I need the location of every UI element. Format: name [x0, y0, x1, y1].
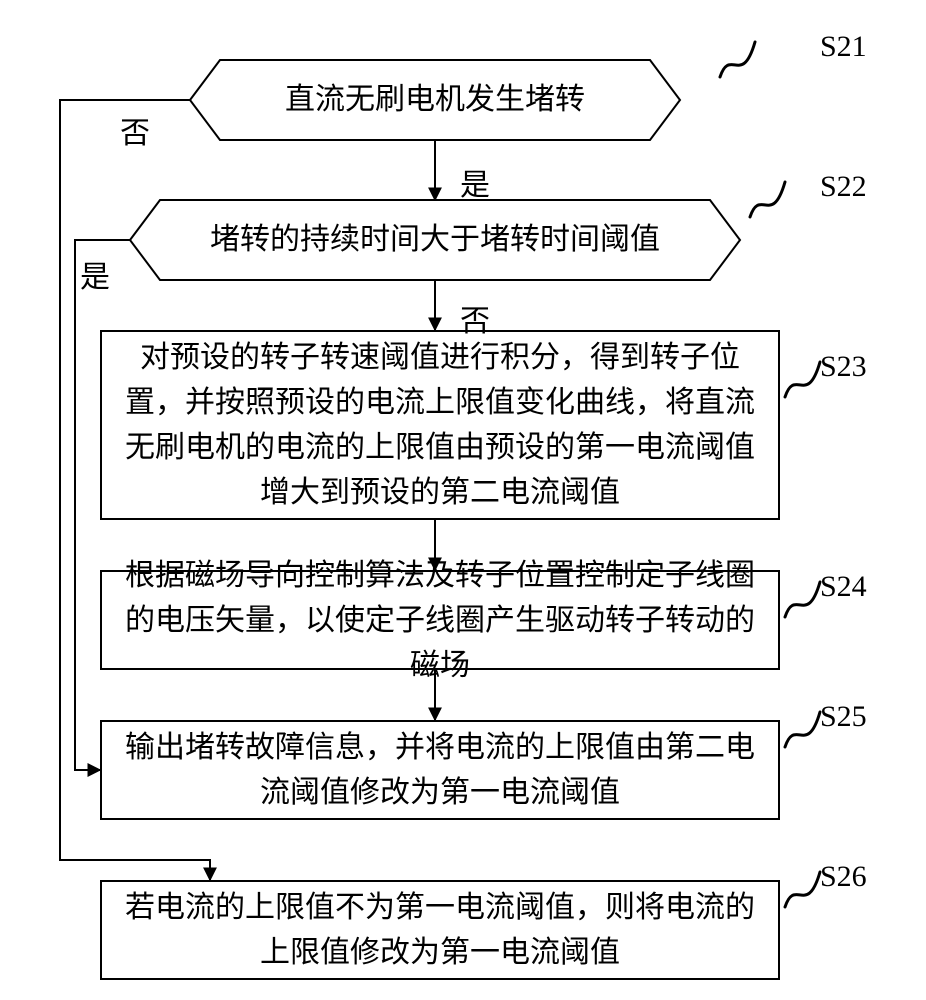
- decision-stall-detected-text: 直流无刷电机发生堵转: [190, 82, 680, 118]
- step-label-s26: S26: [820, 860, 867, 894]
- step-label-s22: S22: [820, 170, 867, 204]
- edge-label-no-1: 否: [120, 108, 150, 152]
- decision-stall-detected: 直流无刷电机发生堵转: [190, 60, 680, 140]
- step-label-s23: S23: [820, 350, 867, 384]
- process-s26-text: 若电流的上限值不为第一电流阈值，则将电流的上限值修改为第一电流阈值: [116, 885, 764, 975]
- process-s23-text: 对预设的转子转速阈值进行积分，得到转子位置，并按照预设的电流上限值变化曲线，将直…: [116, 335, 764, 515]
- edge-label-no-2: 否: [460, 296, 490, 340]
- process-s25-text: 输出堵转故障信息，并将电流的上限值由第二电流阈值修改为第一电流阈值: [116, 725, 764, 815]
- flowchart-canvas: 直流无刷电机发生堵转 堵转的持续时间大于堵转时间阈值 对预设的转子转速阈值进行积…: [0, 0, 926, 1000]
- decision-stall-duration-text: 堵转的持续时间大于堵转时间阈值: [130, 222, 740, 258]
- step-label-s24: S24: [820, 570, 867, 604]
- step-label-s25: S25: [820, 700, 867, 734]
- process-s24-text: 根据磁场导向控制算法及转子位置控制定子线圈的电压矢量，以使定子线圈产生驱动转子转…: [116, 553, 764, 688]
- step-label-s21: S21: [820, 30, 867, 64]
- process-s26: 若电流的上限值不为第一电流阈值，则将电流的上限值修改为第一电流阈值: [100, 880, 780, 980]
- edge-label-yes-2: 是: [80, 252, 110, 296]
- decision-stall-duration: 堵转的持续时间大于堵转时间阈值: [130, 200, 740, 280]
- process-s25: 输出堵转故障信息，并将电流的上限值由第二电流阈值修改为第一电流阈值: [100, 720, 780, 820]
- process-s24: 根据磁场导向控制算法及转子位置控制定子线圈的电压矢量，以使定子线圈产生驱动转子转…: [100, 570, 780, 670]
- process-s23: 对预设的转子转速阈值进行积分，得到转子位置，并按照预设的电流上限值变化曲线，将直…: [100, 330, 780, 520]
- edge-label-yes-1: 是: [460, 160, 490, 204]
